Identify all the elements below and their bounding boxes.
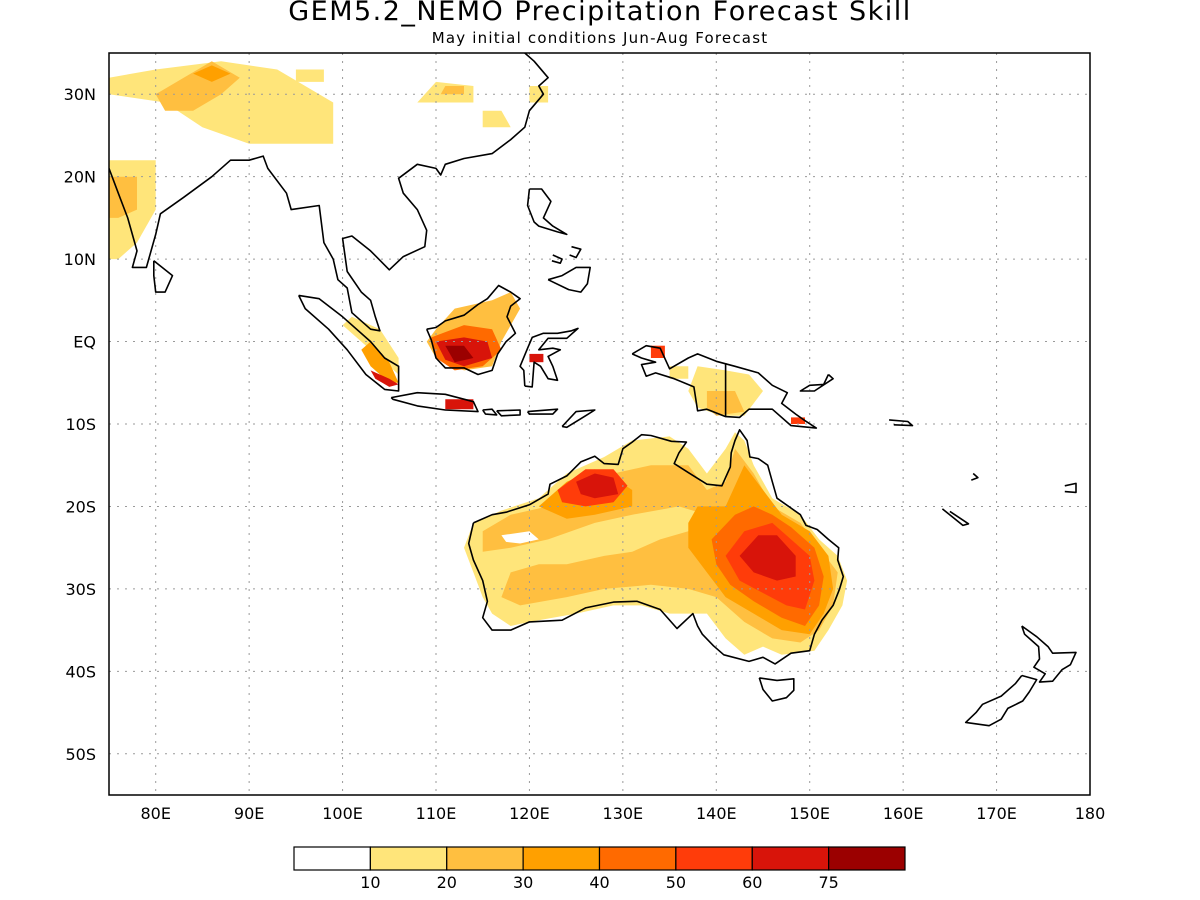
colorbar-swatch-1	[369, 846, 448, 871]
coastline-18	[467, 428, 845, 665]
coastline-7	[561, 409, 596, 429]
colorbar-label: 40	[589, 873, 609, 892]
coastline-9	[519, 327, 579, 388]
colorbar-swatch-0	[293, 846, 371, 871]
lon-tick-label: 160E	[883, 804, 924, 823]
coastline-11	[551, 254, 563, 265]
lat-tick-label: 20S	[65, 497, 96, 516]
lat-tick-label: 10S	[65, 415, 96, 434]
coastline-13	[547, 266, 592, 293]
colorbar-label: 50	[666, 873, 686, 892]
coastline-16	[799, 373, 834, 392]
coastline-3	[390, 391, 479, 413]
colorbar: 10 20 30 40 50 60 75	[293, 846, 906, 892]
lon-tick-label: 110E	[416, 804, 457, 823]
colorbar-label: 10	[360, 873, 380, 892]
chart-title: GEM5.2_NEMO Precipitation Forecast Skill	[288, 0, 912, 27]
lon-tick-label: 90E	[234, 804, 264, 823]
gridlines	[109, 53, 1090, 795]
map-frame	[108, 52, 1091, 796]
skill-region-18	[445, 399, 474, 410]
colorbar-label: 60	[742, 873, 762, 892]
lon-tick-label: 140E	[696, 804, 737, 823]
colorbar-swatch-4	[598, 846, 677, 871]
skill-region-11	[361, 341, 399, 383]
skill-region-7	[482, 110, 511, 128]
coastline-23	[971, 472, 979, 481]
coastline-0	[109, 53, 549, 332]
skill-region-16	[445, 345, 474, 363]
skill-region-32	[576, 473, 619, 499]
colorbar-swatch-2	[446, 846, 524, 871]
coastline-12	[569, 245, 582, 259]
colorbar-label: 75	[818, 873, 838, 892]
latitude-axis-labels: 30N 20N 10N EQ 10S 20S 30S 40S 50S	[64, 85, 96, 764]
coastline-24	[1064, 482, 1077, 494]
coastline-4	[482, 408, 498, 416]
colorbar-swatch-3	[522, 846, 601, 871]
skill-region-0	[109, 61, 334, 144]
colorbar-swatch-5	[675, 846, 753, 871]
lon-tick-label: 80E	[140, 804, 170, 823]
coastline-21	[964, 674, 1038, 727]
coastline-19	[758, 677, 795, 702]
coastline-20	[1021, 625, 1077, 683]
skill-region-8	[295, 69, 324, 82]
skill-region-6	[440, 86, 464, 95]
lon-tick-label: 100E	[322, 804, 363, 823]
colorbar-label: 30	[513, 873, 533, 892]
colorbar-label: 20	[437, 873, 457, 892]
coastline-22	[941, 508, 970, 527]
lon-tick-label: 130E	[603, 804, 644, 823]
lon-tick-label: 170E	[976, 804, 1017, 823]
colorbar-swatch-6	[751, 846, 830, 871]
coastline-1	[153, 260, 174, 293]
lon-tick-label: 120E	[509, 804, 550, 823]
skill-region-30	[739, 535, 796, 581]
coastline-6	[526, 408, 559, 415]
skill-region-19	[650, 345, 665, 358]
lon-tick-label: 180	[1075, 804, 1106, 823]
skill-region-2	[193, 65, 231, 82]
chart-subtitle: May initial conditions Jun-Aug Forecast	[431, 29, 769, 47]
skill-region-9	[529, 86, 549, 103]
coastline-8	[425, 284, 521, 376]
lat-tick-label: 20N	[64, 168, 96, 187]
skill-region-12	[370, 370, 399, 387]
lat-tick-label: 30S	[65, 580, 96, 599]
lat-tick-label: 30N	[64, 85, 96, 104]
longitude-axis-labels: 80E 90E 100E 110E 120E 130E 140E 150E 160E 170E 18…	[140, 804, 1105, 823]
coastline-14	[631, 344, 818, 429]
coastline-17	[889, 419, 914, 427]
lon-tick-label: 150E	[789, 804, 830, 823]
lat-tick-label: 50S	[65, 745, 96, 764]
coastline-5	[496, 409, 521, 417]
coastlines	[109, 53, 1077, 727]
lat-tick-label: EQ	[73, 333, 96, 352]
skill-region-17	[529, 353, 544, 363]
coastline-10	[526, 188, 568, 236]
lat-tick-label: 10N	[64, 250, 96, 269]
coastline-2	[297, 294, 400, 392]
lat-tick-label: 40S	[65, 662, 96, 681]
colorbar-swatch-7	[828, 846, 906, 871]
skill-region-20	[669, 366, 689, 379]
